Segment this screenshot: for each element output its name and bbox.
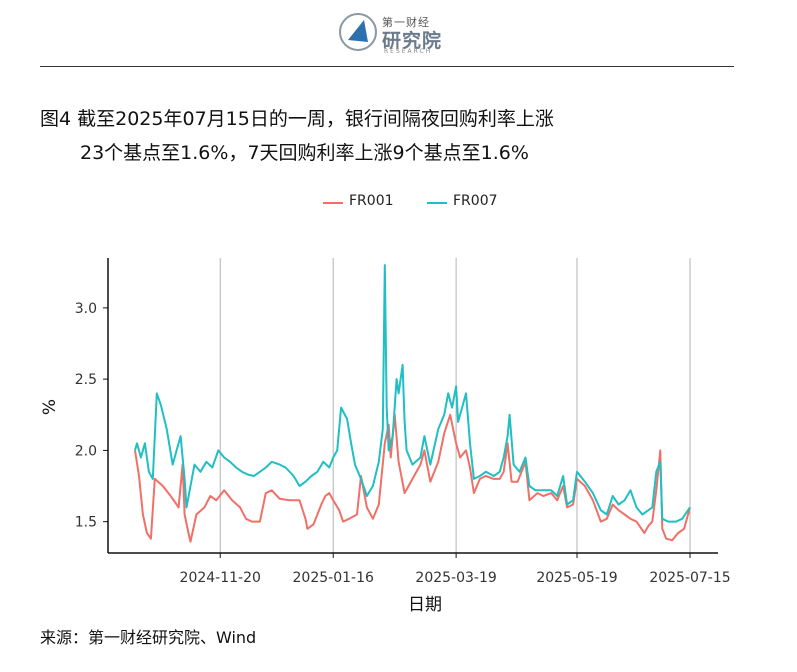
legend-swatch-fr001 (323, 202, 343, 204)
series-line-fr007 (134, 264, 691, 523)
logo-icon (339, 13, 377, 51)
source-note: 来源：第一财经研究院、Wind (40, 628, 257, 647)
brand-logo: 第一财经 研究院 RESEARCH (338, 8, 448, 55)
y-tick-label: 2.5 (75, 372, 97, 388)
y-tick-label: 1.5 (75, 515, 97, 531)
series (134, 264, 691, 543)
brand-name: 研究院 (382, 30, 443, 52)
legend-label-fr007: FR007 (453, 193, 498, 209)
legend-label-fr001: FR001 (349, 193, 394, 209)
y-axis-title: % (40, 399, 60, 415)
y-tick-label: 3.0 (75, 301, 97, 317)
figure-title-line2: 23个基点至1.6%，7天回购利率上涨9个基点至1.6% (80, 142, 529, 164)
x-axis-title: 日期 (408, 595, 442, 615)
brand-small-text: 第一财经 (382, 16, 430, 29)
grid-lines (219, 258, 691, 553)
figure-title-line1: 图4 截至2025年07月15日的一周，银行间隔夜回购利率上涨 (40, 108, 554, 130)
brand-research-text: RESEARCH (384, 48, 433, 55)
x-tick-label: 2025-07-15 (649, 570, 730, 586)
header-divider (40, 66, 734, 67)
x-tick-label: 2024-11-20 (180, 570, 261, 586)
x-tick-label: 2025-03-19 (415, 570, 496, 586)
x-tick-label: 2025-01-16 (293, 570, 374, 586)
y-tick-label: 2.0 (75, 443, 97, 459)
tick-labels: 2024-11-20 2025-01-16 2025-03-19 2025-05-19… (75, 301, 731, 586)
axes (107, 258, 718, 554)
series-line-fr001 (134, 413, 691, 543)
legend-swatch-fr007 (427, 202, 447, 204)
x-tick-label: 2025-05-19 (536, 570, 617, 586)
